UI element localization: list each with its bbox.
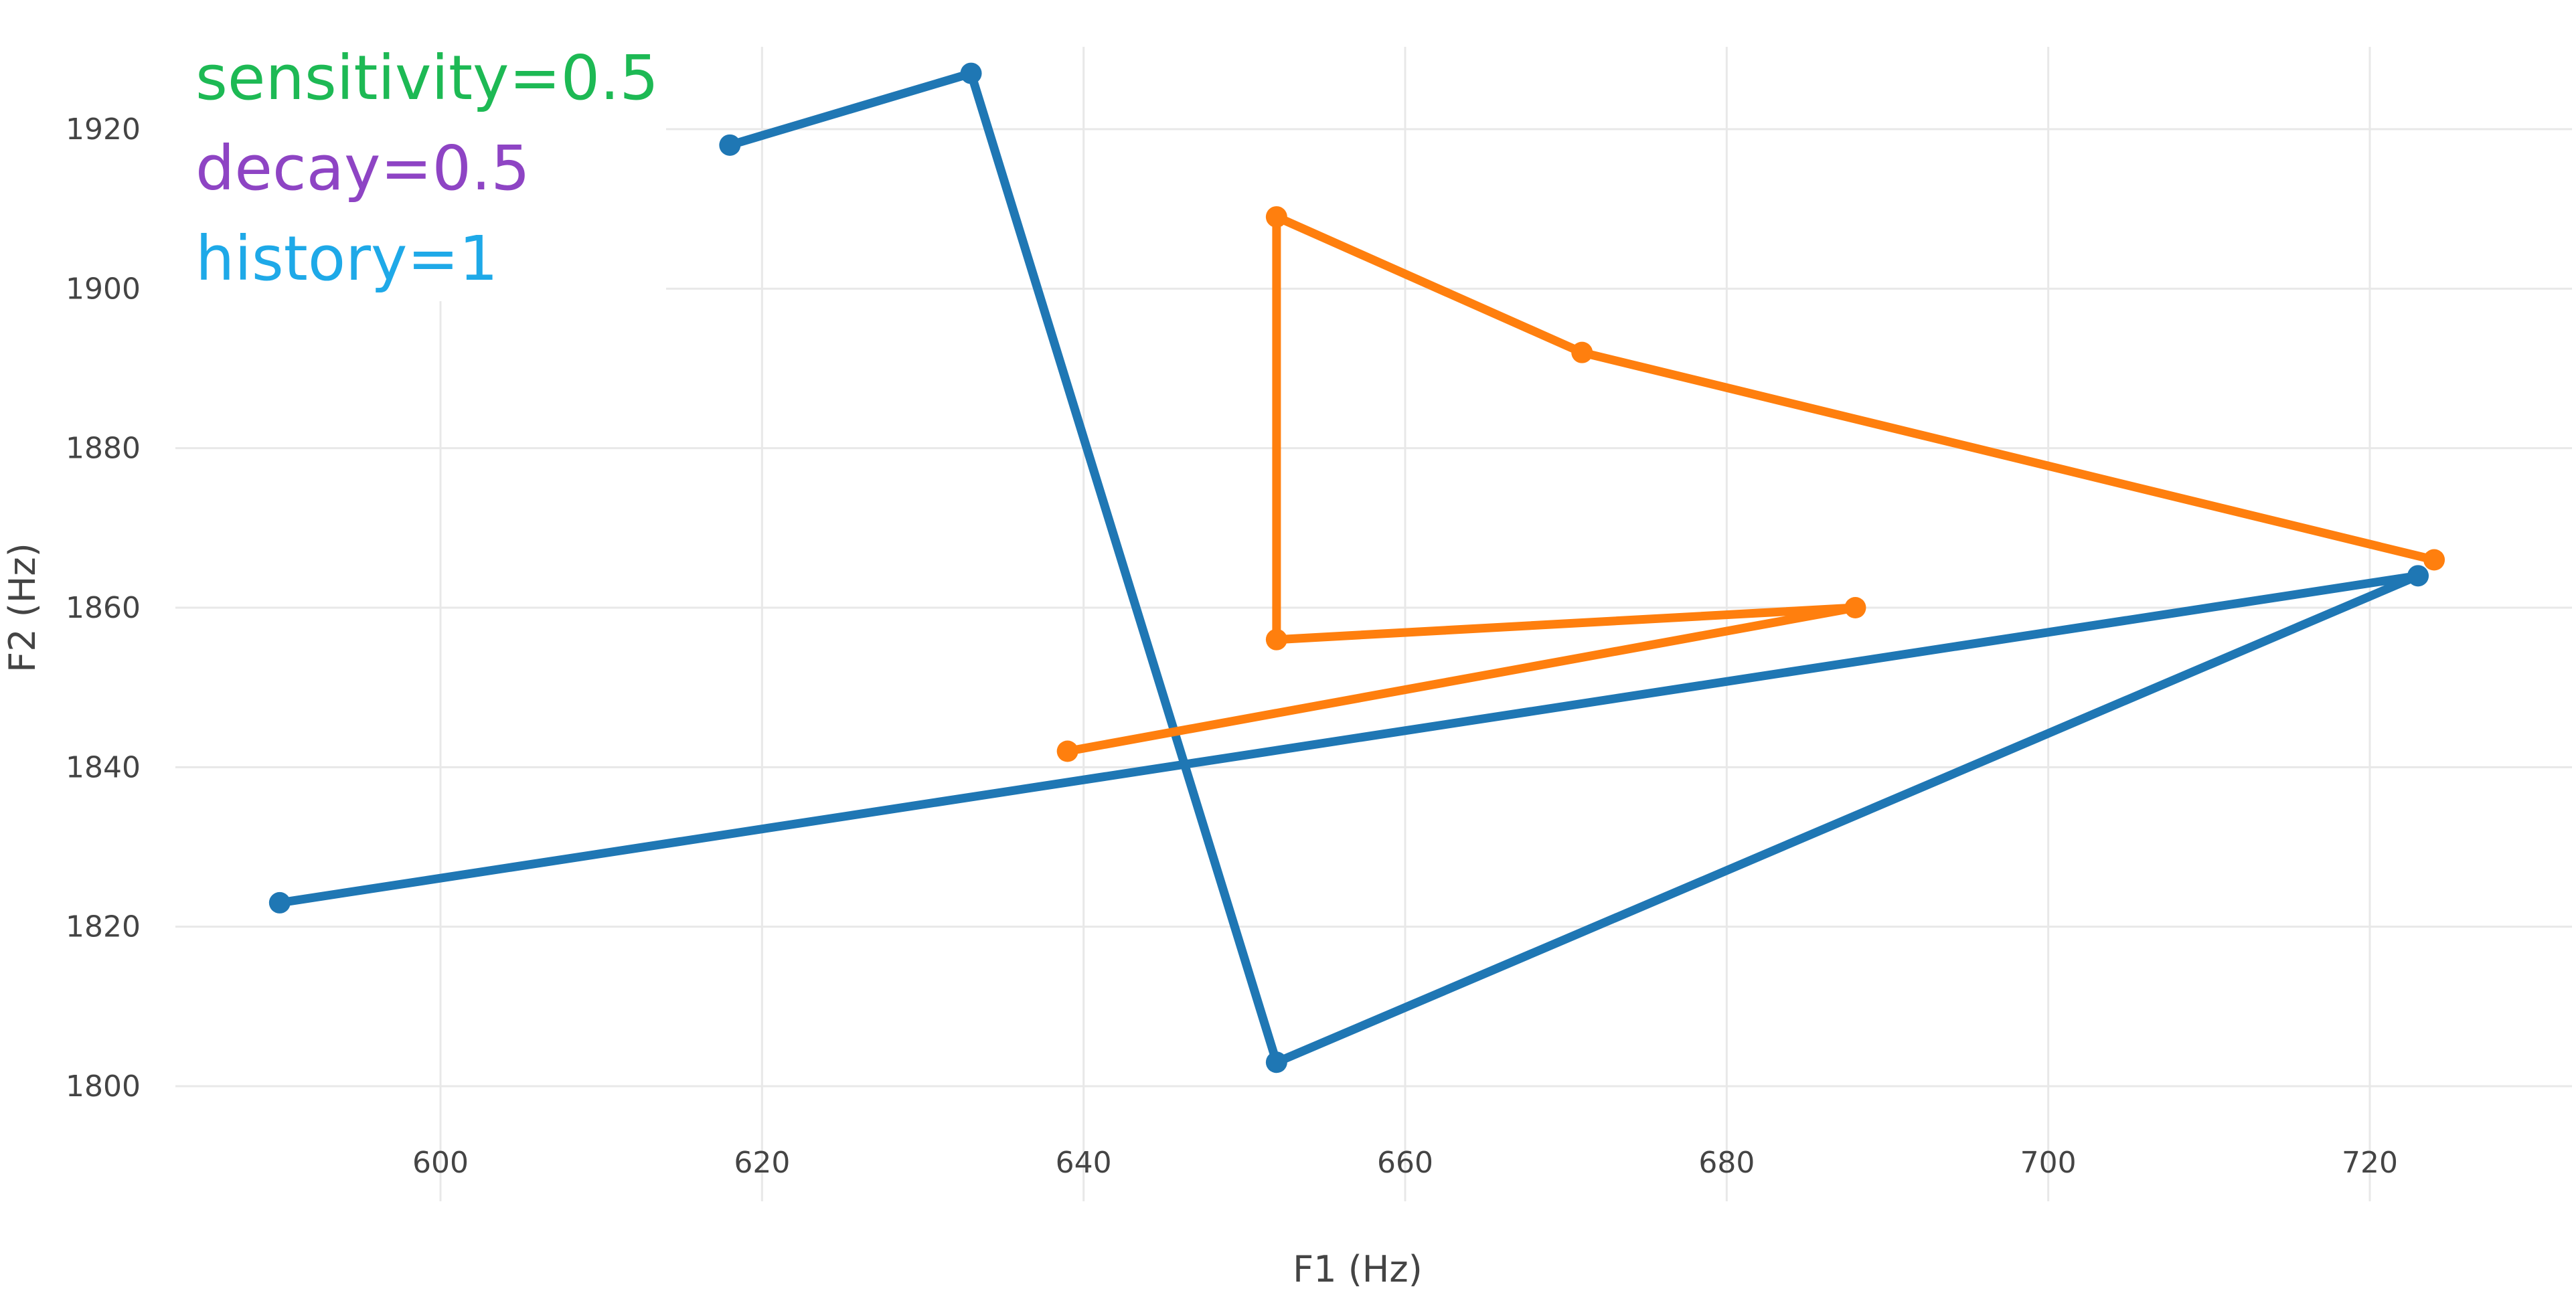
- x-tick-label-4: 680: [1698, 1146, 1755, 1180]
- series-1-point-2: [1265, 628, 1287, 651]
- annotation-0: sensitivity=0.5: [195, 42, 659, 114]
- y-tick-label-1: 1820: [66, 910, 141, 944]
- series-0-point-2: [1265, 1051, 1287, 1073]
- x-tick-label-2: 640: [1056, 1146, 1112, 1180]
- series-1-point-5: [2423, 549, 2445, 571]
- x-tick-label-6: 720: [2342, 1146, 2398, 1180]
- y-tick-label-4: 1880: [66, 432, 141, 466]
- y-tick-label-5: 1900: [66, 272, 141, 306]
- series-1-point-1: [1844, 597, 1866, 618]
- annotation-2: history=1: [195, 223, 498, 294]
- series-0-point-0: [719, 134, 741, 156]
- series-0-point-4: [268, 891, 291, 914]
- series-1-point-3: [1265, 206, 1287, 228]
- annotation-background: [167, 27, 666, 301]
- grid: [175, 47, 2572, 1201]
- y-axis-title: F2 (Hz): [1, 543, 44, 673]
- series-1-point-0: [1056, 740, 1078, 762]
- y-tick-label-6: 1920: [66, 112, 141, 147]
- x-tick-label-3: 660: [1377, 1146, 1433, 1180]
- series-1-point-4: [1571, 341, 1593, 363]
- y-tick-label-2: 1840: [66, 750, 141, 784]
- annotation-1: decay=0.5: [195, 133, 530, 204]
- x-tick-label-0: 600: [412, 1146, 469, 1180]
- series-0-point-1: [960, 62, 982, 84]
- y-tick-label-0: 1800: [66, 1069, 141, 1104]
- series-1-line: [1063, 212, 2439, 756]
- annotation-box: sensitivity=0.5 decay=0.5 history=1: [195, 42, 659, 294]
- x-axis-title: F1 (Hz): [1293, 1248, 1423, 1290]
- y-tick-label-3: 1860: [66, 591, 141, 625]
- series-layer: [268, 62, 2445, 1073]
- series-0: [268, 62, 2429, 1073]
- x-tick-label-1: 620: [734, 1146, 790, 1180]
- series-0-point-3: [2407, 565, 2429, 587]
- series-1: [1056, 206, 2445, 762]
- tick-labels: 600 620 640 660 680 700 720 1800 1820 1840 1860 188…: [66, 112, 2398, 1180]
- x-tick-label-5: 700: [2020, 1146, 2077, 1180]
